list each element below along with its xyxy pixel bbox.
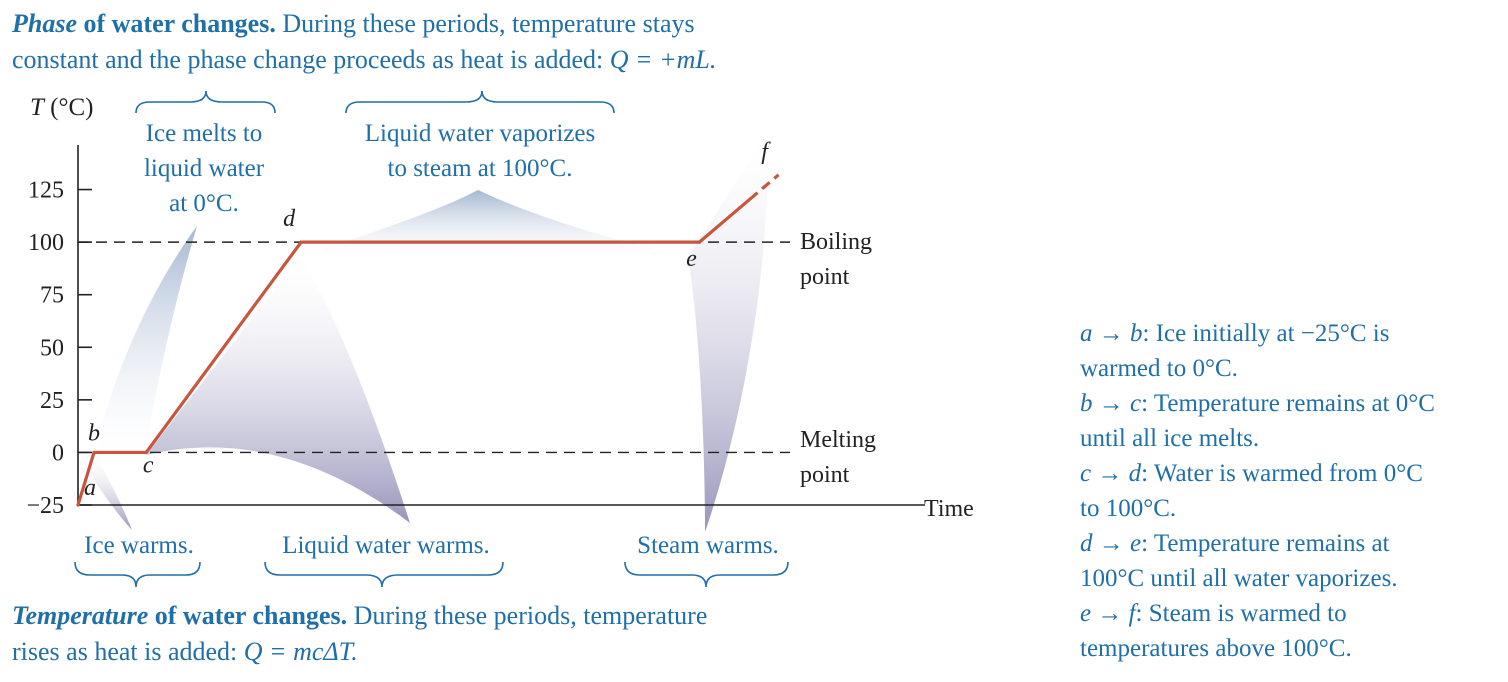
note-line: a → b: Ice initially at −25°C is bbox=[1080, 316, 1500, 351]
segment-notes: a → b: Ice initially at −25°C is warmed t… bbox=[1080, 316, 1500, 666]
curve-segment bbox=[76, 450, 96, 507]
top-caption-lead: Phase bbox=[12, 9, 77, 38]
note-line: c → d: Water is warmed from 0°C bbox=[1080, 456, 1500, 491]
label-ice-warms: Ice warms. bbox=[84, 532, 194, 559]
bottom-caption-line1: During these periods, temperature bbox=[347, 601, 708, 630]
point-label-f: f bbox=[761, 139, 771, 165]
boiling-label: Boiling point bbox=[800, 229, 872, 290]
melting-label: Melting point bbox=[800, 427, 876, 488]
melting-line-1: Melting bbox=[800, 427, 876, 453]
curve-segment bbox=[144, 240, 303, 455]
ice-melts-line-2: liquid water bbox=[144, 155, 265, 182]
reference-lines bbox=[78, 241, 790, 454]
brace-ice-melts bbox=[135, 90, 276, 114]
note-text: temperatures above 100°C. bbox=[1080, 635, 1352, 662]
y-axis-label: T (°C) bbox=[30, 94, 93, 121]
vaporizes-line-2: to steam at 100°C. bbox=[388, 155, 573, 182]
note-text: to 100°C. bbox=[1080, 495, 1177, 522]
curve-segment-dashed bbox=[748, 173, 780, 201]
ice-melts-line-1: Ice melts to bbox=[146, 120, 263, 147]
y-ticks: −25 0 25 50 75 100 125 bbox=[26, 178, 92, 519]
bottom-caption-formula: Q = mcΔT. bbox=[243, 637, 358, 666]
y-tick-label: 0 bbox=[52, 440, 64, 466]
point-label-d: d bbox=[283, 206, 296, 232]
y-tick-label: 100 bbox=[28, 230, 64, 256]
note-segment: b → c bbox=[1080, 390, 1142, 417]
boiling-line-1: Boiling bbox=[800, 229, 872, 255]
point-label-e: e bbox=[686, 246, 697, 272]
x-axis-label: Time bbox=[924, 496, 974, 522]
top-caption: Phase of water changes. During these per… bbox=[12, 6, 716, 78]
note-text: until all ice melts. bbox=[1080, 425, 1260, 452]
note-line: d → e: Temperature remains at bbox=[1080, 526, 1500, 561]
cone-vaporize bbox=[300, 190, 688, 257]
note-line: temperatures above 100°C. bbox=[1080, 631, 1500, 666]
bottom-caption-bold: of water changes. bbox=[148, 601, 348, 630]
melting-line-2: point bbox=[800, 462, 850, 488]
note-text: 100°C until all water vaporizes. bbox=[1080, 565, 1398, 592]
point-label-b: b bbox=[88, 420, 100, 446]
label-liquid-warms: Liquid water warms. bbox=[282, 532, 490, 559]
y-tick-label: 25 bbox=[40, 388, 64, 414]
note-line: until all ice melts. bbox=[1080, 421, 1500, 456]
note-text: : Temperature remains at 0°C bbox=[1141, 390, 1435, 417]
note-line: warmed to 0°C. bbox=[1080, 351, 1500, 386]
note-line: e → f: Steam is warmed to bbox=[1080, 596, 1500, 631]
note-segment: d → e bbox=[1080, 530, 1142, 557]
boiling-line-2: point bbox=[800, 264, 850, 290]
ice-melts-line-3: at 0°C. bbox=[169, 190, 239, 217]
note-text: : Ice initially at −25°C is bbox=[1142, 320, 1390, 347]
point-labels: a b c d e f bbox=[84, 139, 771, 501]
note-text: warmed to 0°C. bbox=[1080, 355, 1238, 382]
y-tick-label: 50 bbox=[40, 335, 64, 361]
note-segment: c → d bbox=[1080, 460, 1142, 487]
curve-segment bbox=[697, 197, 752, 244]
label-ice-melts: Ice melts to liquid water at 0°C. bbox=[144, 120, 265, 217]
top-caption-bold: of water changes. bbox=[77, 9, 276, 38]
heating-curve bbox=[76, 173, 780, 507]
point-label-a: a bbox=[84, 475, 96, 501]
note-segment: e → f bbox=[1080, 600, 1136, 627]
label-vaporizes: Liquid water vaporizes to steam at 100°C… bbox=[365, 120, 595, 182]
bottom-caption-lead: Temperature bbox=[12, 601, 149, 630]
cone-ice-melts bbox=[95, 226, 197, 455]
note-text: : Water is warmed from 0°C bbox=[1141, 460, 1423, 487]
cone-steam-warms bbox=[688, 132, 769, 532]
cone-liquid-warms bbox=[146, 257, 410, 523]
note-text: : Temperature remains at bbox=[1141, 530, 1390, 557]
note-line: to 100°C. bbox=[1080, 491, 1500, 526]
vaporizes-line-1: Liquid water vaporizes bbox=[365, 120, 595, 147]
top-caption-formula: Q = +mL. bbox=[609, 45, 717, 74]
y-tick-label: 75 bbox=[40, 283, 64, 309]
bottom-caption-line2: rises as heat is added: bbox=[12, 637, 244, 666]
bottom-caption: Temperature of water changes. During the… bbox=[12, 598, 707, 670]
y-axis-unit: (°C) bbox=[44, 94, 94, 121]
note-text: : Steam is warmed to bbox=[1135, 600, 1347, 627]
brace-liquid-warms bbox=[264, 561, 504, 588]
y-tick-label: 125 bbox=[28, 178, 64, 204]
brace-vaporizes bbox=[345, 90, 615, 114]
y-tick-label: −25 bbox=[26, 493, 64, 519]
note-line: b → c: Temperature remains at 0°C bbox=[1080, 386, 1500, 421]
brace-ice-warms bbox=[74, 561, 201, 588]
top-caption-line1: During these periods, temperature stays bbox=[275, 9, 695, 38]
top-caption-line2: constant and the phase change proceeds a… bbox=[12, 45, 610, 74]
cone-ice-warms bbox=[88, 457, 132, 530]
label-steam-warms: Steam warms. bbox=[637, 532, 779, 559]
note-segment: a → b bbox=[1080, 320, 1143, 347]
brace-steam-warms bbox=[624, 561, 789, 588]
note-line: 100°C until all water vaporizes. bbox=[1080, 561, 1500, 596]
point-label-c: c bbox=[143, 452, 154, 478]
